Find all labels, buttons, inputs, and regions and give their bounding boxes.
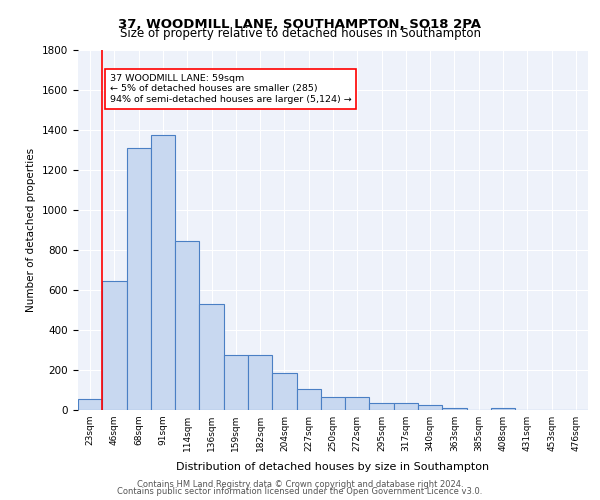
Bar <box>78 399 102 410</box>
Bar <box>272 373 296 410</box>
Bar <box>394 403 418 410</box>
Text: Contains public sector information licensed under the Open Government Licence v3: Contains public sector information licen… <box>118 487 482 496</box>
Bar <box>491 408 515 410</box>
Bar <box>345 397 370 410</box>
Text: 37, WOODMILL LANE, SOUTHAMPTON, SO18 2PA: 37, WOODMILL LANE, SOUTHAMPTON, SO18 2PA <box>119 18 482 30</box>
Bar <box>224 355 248 410</box>
Bar <box>418 405 442 410</box>
Bar <box>102 281 127 410</box>
Text: 37 WOODMILL LANE: 59sqm
← 5% of detached houses are smaller (285)
94% of semi-de: 37 WOODMILL LANE: 59sqm ← 5% of detached… <box>110 74 352 104</box>
Bar <box>370 403 394 410</box>
Bar <box>175 241 199 410</box>
Bar <box>127 148 151 410</box>
Bar <box>248 355 272 410</box>
Text: Contains HM Land Registry data © Crown copyright and database right 2024.: Contains HM Land Registry data © Crown c… <box>137 480 463 489</box>
X-axis label: Distribution of detached houses by size in Southampton: Distribution of detached houses by size … <box>176 462 490 472</box>
Bar <box>442 408 467 410</box>
Bar <box>321 397 345 410</box>
Bar <box>296 390 321 410</box>
Text: Size of property relative to detached houses in Southampton: Size of property relative to detached ho… <box>119 28 481 40</box>
Bar <box>199 304 224 410</box>
Bar <box>151 135 175 410</box>
Y-axis label: Number of detached properties: Number of detached properties <box>26 148 37 312</box>
